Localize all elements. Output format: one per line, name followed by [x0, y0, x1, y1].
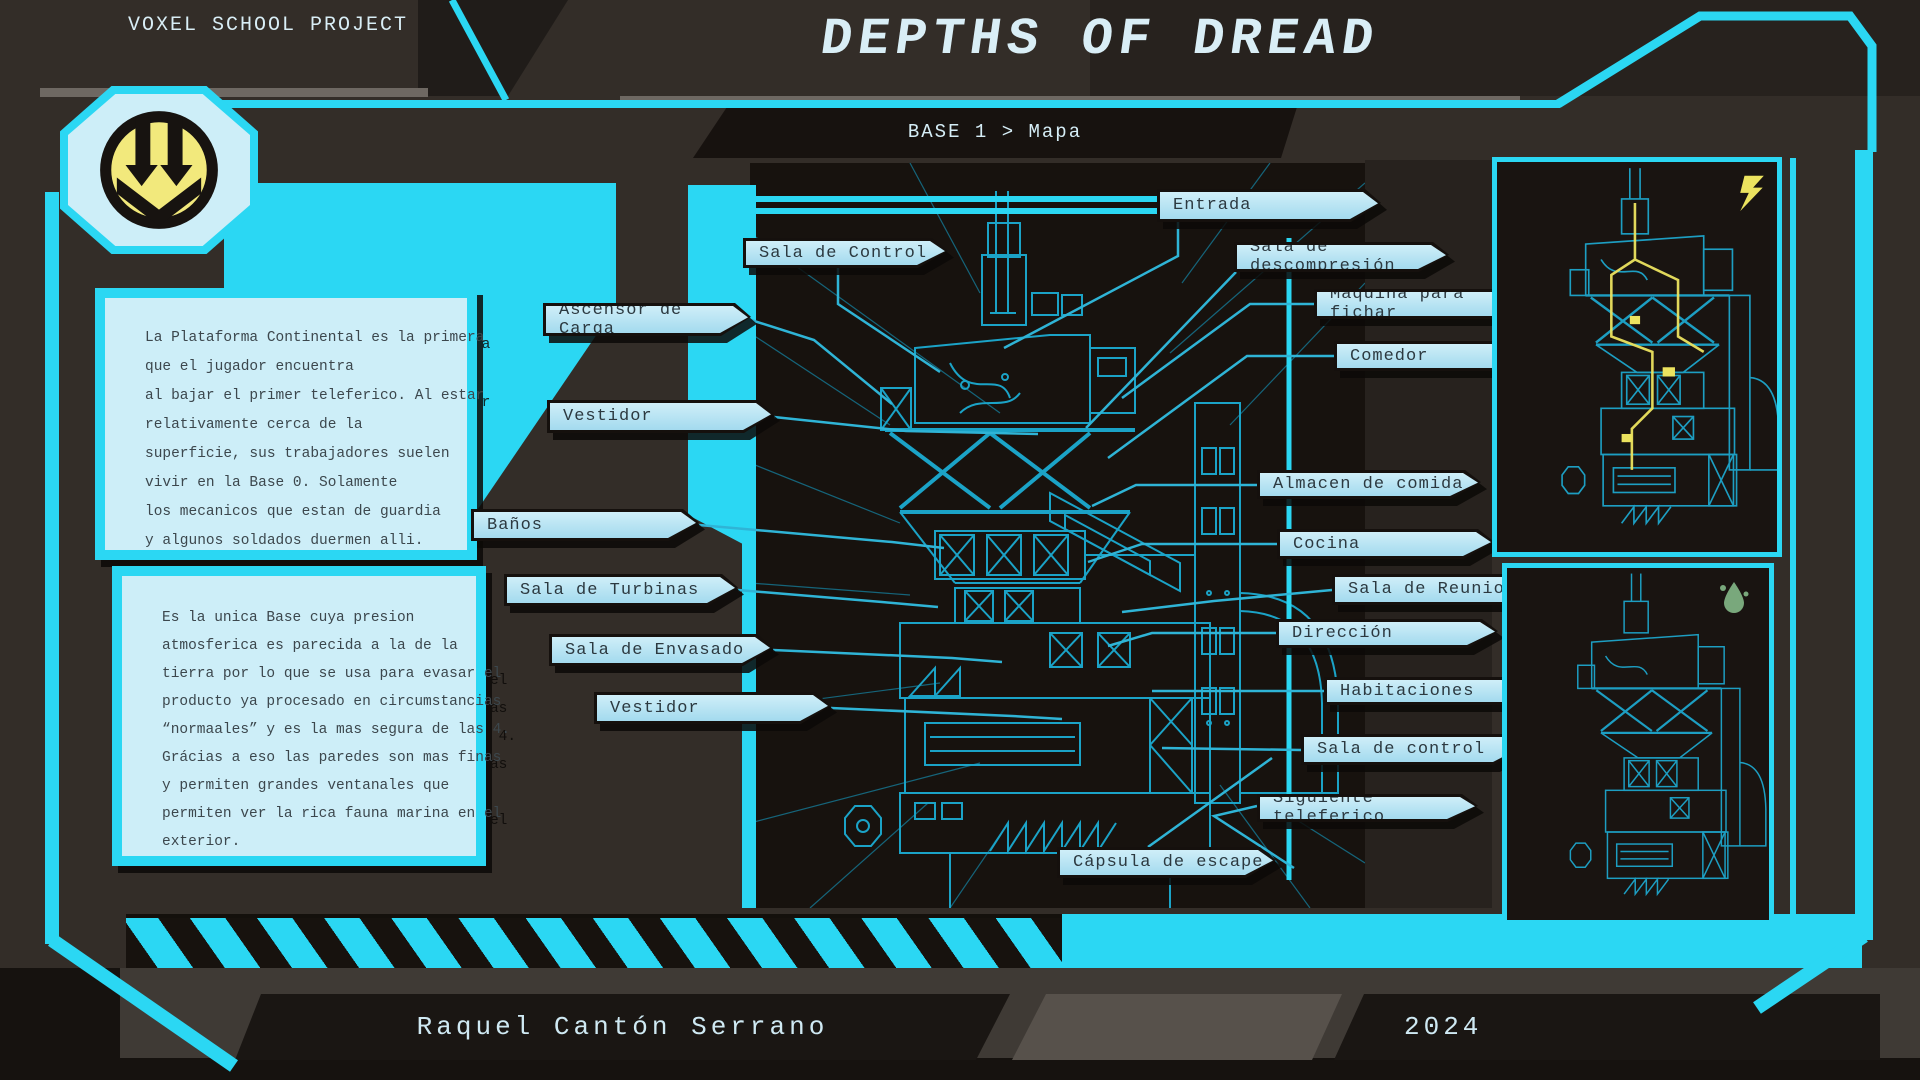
map-label-sala-de-control-top: Sala de Control: [743, 238, 948, 268]
map-label-vestidor-top: Vestidor: [547, 400, 774, 433]
project-label: VOXEL SCHOOL PROJECT: [128, 14, 409, 37]
year-text: 2024: [1404, 1012, 1483, 1042]
map-label-cocina: Cocina: [1277, 529, 1494, 559]
map-label-almacen-de-comida: Almacen de comida: [1257, 470, 1481, 499]
lightning-icon: [1740, 175, 1764, 212]
footer-gray-divider: [1012, 994, 1342, 1060]
map-label-sala-de-descompresion: Sala de descompresión: [1234, 242, 1449, 272]
gray-strip-left: [40, 88, 428, 97]
map-label-vestidor-bottom: Vestidor: [594, 692, 831, 724]
minimap-top-blueprint: [1560, 166, 1777, 525]
logo-octagon-frame: [60, 86, 258, 254]
map-label-sala-de-envasado: Sala de Envasado: [549, 634, 773, 666]
info-box-2-text: Es la unica Base cuya presion atmosferic…: [122, 576, 510, 856]
map-label-capsula-de-escape: Cápsula de escape: [1057, 847, 1276, 878]
footer-year-panel: 2024: [1334, 994, 1880, 1060]
map-label-habitaciones: Habitaciones: [1324, 677, 1549, 705]
hazard-stripe-band: [126, 914, 1062, 972]
author-name: Raquel Cantón Serrano: [416, 1012, 829, 1042]
map-label-ascensor-de-carga: Ascensor de Carga: [543, 303, 751, 336]
footer-left-corner: [0, 968, 120, 1080]
map-left-border-bar: [742, 185, 756, 908]
minimap-bottom-blueprint: [1569, 572, 1767, 896]
logo-octagon-inner: [68, 94, 250, 246]
water-drops-icon: [1720, 582, 1749, 613]
map-label-sala-de-turbinas: Sala de Turbinas: [504, 574, 738, 606]
minimap-bottom-panel: [1502, 563, 1774, 925]
breadcrumb-banner: BASE 1 > Mapa: [693, 107, 1297, 158]
footer-author-panel: Raquel Cantón Serrano: [235, 994, 1010, 1060]
descend-arrows-icon: [100, 111, 218, 229]
map-label-direccion: Dirección: [1276, 619, 1498, 648]
map-label-entrada: Entrada: [1157, 189, 1381, 222]
map-label-sala-de-control-bottom: Sala de control: [1301, 734, 1524, 765]
breadcrumb: BASE 1 > Mapa: [907, 121, 1083, 143]
page-title: DEPTHS OF DREAD: [816, 10, 1384, 69]
info-box-1: La Plataforma Continental es la primera …: [95, 288, 484, 560]
header-notch: [418, 0, 568, 96]
gray-strip-banner: [620, 96, 1520, 106]
map-label-siguiente-teleferico: Siguiente teleferico: [1257, 794, 1478, 822]
info-box-1-text: La Plataforma Continental es la primera …: [105, 298, 484, 550]
footer-bottom-strip: [0, 1058, 1920, 1080]
minimap-top-panel: [1492, 157, 1782, 557]
info-box-2: Es la unica Base cuya presion atmosferic…: [112, 566, 510, 866]
map-label-banos: Baños: [471, 509, 699, 541]
